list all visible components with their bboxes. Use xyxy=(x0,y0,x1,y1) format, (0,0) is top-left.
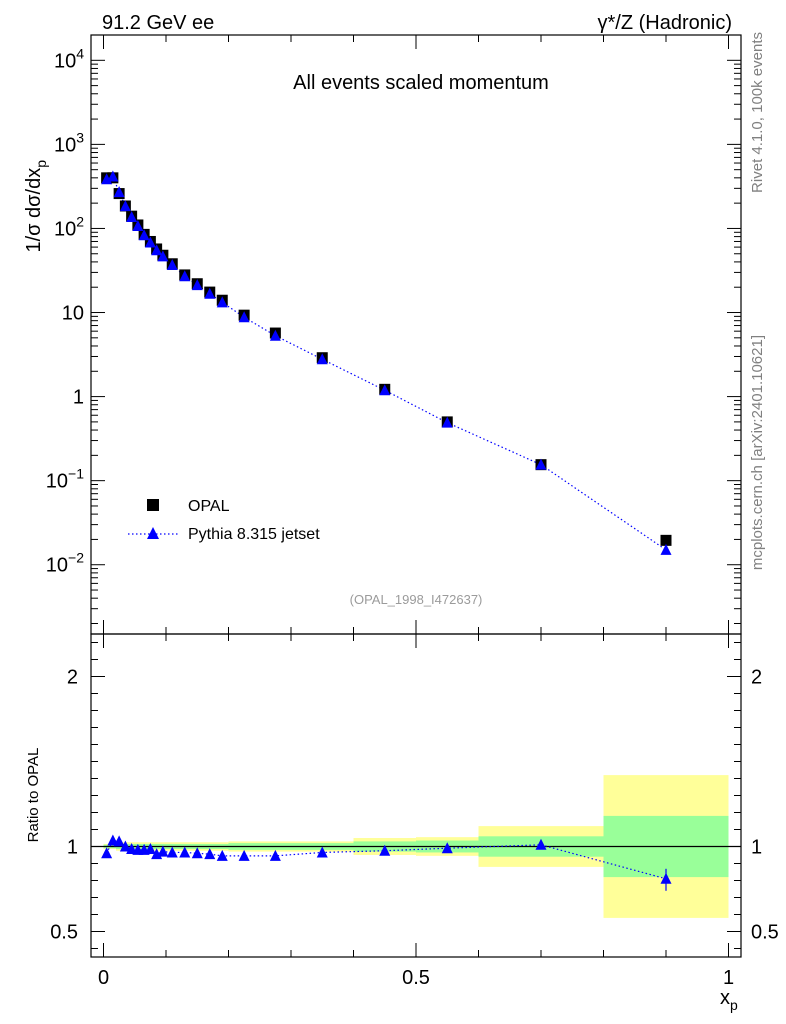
mc-data-point xyxy=(660,543,672,555)
header-energy-label: 91.2 GeV ee xyxy=(102,12,214,34)
y-tick-label-exponent: 2 xyxy=(76,213,84,229)
x-tick-label: 0 xyxy=(98,967,109,989)
mc-data-point xyxy=(316,353,328,365)
ratio-data-point xyxy=(441,842,453,854)
mc-line xyxy=(106,175,667,551)
mc-data-point xyxy=(107,170,119,182)
ratio-uncertainty-bands xyxy=(91,775,741,918)
y-tick-label: 104 xyxy=(54,45,84,72)
mc-data-point xyxy=(132,219,144,231)
y-tick-label: 10−1 xyxy=(46,466,84,493)
legend-pythia-marker xyxy=(147,527,159,539)
ratio-data-point xyxy=(179,846,191,858)
chart-title: All events scaled momentum xyxy=(293,72,549,94)
ratio-data-point xyxy=(101,847,113,859)
ratio-data-point xyxy=(166,846,178,858)
y-tick-label-exponent: −1 xyxy=(68,466,84,482)
svg-text:xp: xp xyxy=(720,987,738,1013)
mc-data-point xyxy=(166,259,178,271)
y-tick-label-exponent: 4 xyxy=(76,45,84,61)
mc-data-point xyxy=(191,279,203,291)
y-tick-label: 1 xyxy=(73,387,84,409)
ratio-y-tick-label: 1 xyxy=(67,837,78,859)
opal-data-point xyxy=(660,534,672,546)
ratio-series xyxy=(101,834,672,891)
legend-opal-marker xyxy=(147,499,159,511)
mc-data-point xyxy=(535,458,547,470)
x-axis-label-main: x xyxy=(720,987,730,1009)
y-tick-label: 103 xyxy=(54,129,84,156)
ratio-data-point xyxy=(535,838,547,850)
rivet-version-label: Rivet 4.1.0, 100k events xyxy=(749,32,766,193)
legend-pythia-label: Pythia 8.315 jetset xyxy=(188,526,320,543)
legend-opal-label: OPAL xyxy=(188,498,230,515)
x-tick-label: 1 xyxy=(723,967,734,989)
y-tick-label: 10−2 xyxy=(46,550,84,577)
y-tick-label-exponent: −2 xyxy=(68,550,84,566)
y-axis-label: 1/σ dσ/dxp xyxy=(23,160,49,253)
y-tick-label-base: 10 xyxy=(54,50,76,72)
x-axis-label-sub: p xyxy=(730,997,738,1013)
mc-data-point xyxy=(269,329,281,341)
analysis-tag: (OPAL_1998_I472637) xyxy=(350,592,483,607)
ratio-data-point xyxy=(119,840,131,852)
ratio-data-point xyxy=(238,849,250,861)
ratio-data-point xyxy=(157,845,169,857)
ratio-line xyxy=(106,839,667,880)
ratio-y-tick-label: 2 xyxy=(67,667,78,689)
ratio-y-tick-label-right: 2 xyxy=(751,667,762,689)
x-axis-label: xp xyxy=(720,987,738,1013)
svg-text:1/σ dσ/dxp: 1/σ dσ/dxp xyxy=(23,160,49,253)
mcplots-site-label: mcplots.cern.ch [arXiv:2401.10621] xyxy=(749,335,766,570)
ratio-data-point xyxy=(269,849,281,861)
ratio-y-tick-label: 0.5 xyxy=(50,922,78,944)
y-axis-label-sub: p xyxy=(33,160,49,168)
mc-data-point xyxy=(126,210,138,222)
main-series xyxy=(101,170,672,555)
mc-data-point xyxy=(138,229,150,241)
x-tick-label: 0.5 xyxy=(402,967,430,989)
y-tick-label-base: 10 xyxy=(54,134,76,156)
y-axis-label-main: 1/σ dσ/dx xyxy=(23,168,45,253)
legend: OPAL Pythia 8.315 jetset xyxy=(128,498,320,543)
y-tick-label-base: 10 xyxy=(46,555,68,577)
mc-data-point xyxy=(179,270,191,282)
ratio-data-point xyxy=(113,835,125,847)
ratio-y-tick-label-right: 1 xyxy=(751,837,762,859)
mc-data-point xyxy=(204,287,216,299)
ratio-axes: 0 0.5 1 0.5 0.5 1 1 2 2 xyxy=(50,633,779,989)
ratio-data-point xyxy=(144,843,156,855)
mc-data-point xyxy=(216,296,228,308)
y-tick-label-base: 10 xyxy=(46,471,68,493)
mc-data-point xyxy=(119,200,131,212)
y-tick-label-exponent: 3 xyxy=(76,129,84,145)
mc-data-point xyxy=(441,416,453,428)
mc-data-point xyxy=(379,384,391,396)
header-process-label: γ*/Z (Hadronic) xyxy=(598,12,732,34)
ratio-y-tick-label-right: 0.5 xyxy=(751,922,779,944)
ratio-data-point xyxy=(204,848,216,860)
ratio-data-point xyxy=(316,846,328,858)
ratio-y-axis-label: Ratio to OPAL xyxy=(25,748,42,843)
main-frame xyxy=(90,34,742,635)
mc-data-point xyxy=(113,186,125,198)
mc-data-point xyxy=(238,311,250,323)
ratio-data-point xyxy=(191,847,203,859)
y-tick-label: 10 xyxy=(62,303,84,325)
ratio-data-point xyxy=(379,844,391,856)
ratio-data-point xyxy=(216,849,228,861)
mc-data-point xyxy=(151,244,163,256)
mc-data-point xyxy=(157,250,169,262)
mc-data-point xyxy=(144,236,156,248)
y-tick-label-base: 10 xyxy=(54,218,76,240)
y-tick-label: 102 xyxy=(54,213,84,240)
